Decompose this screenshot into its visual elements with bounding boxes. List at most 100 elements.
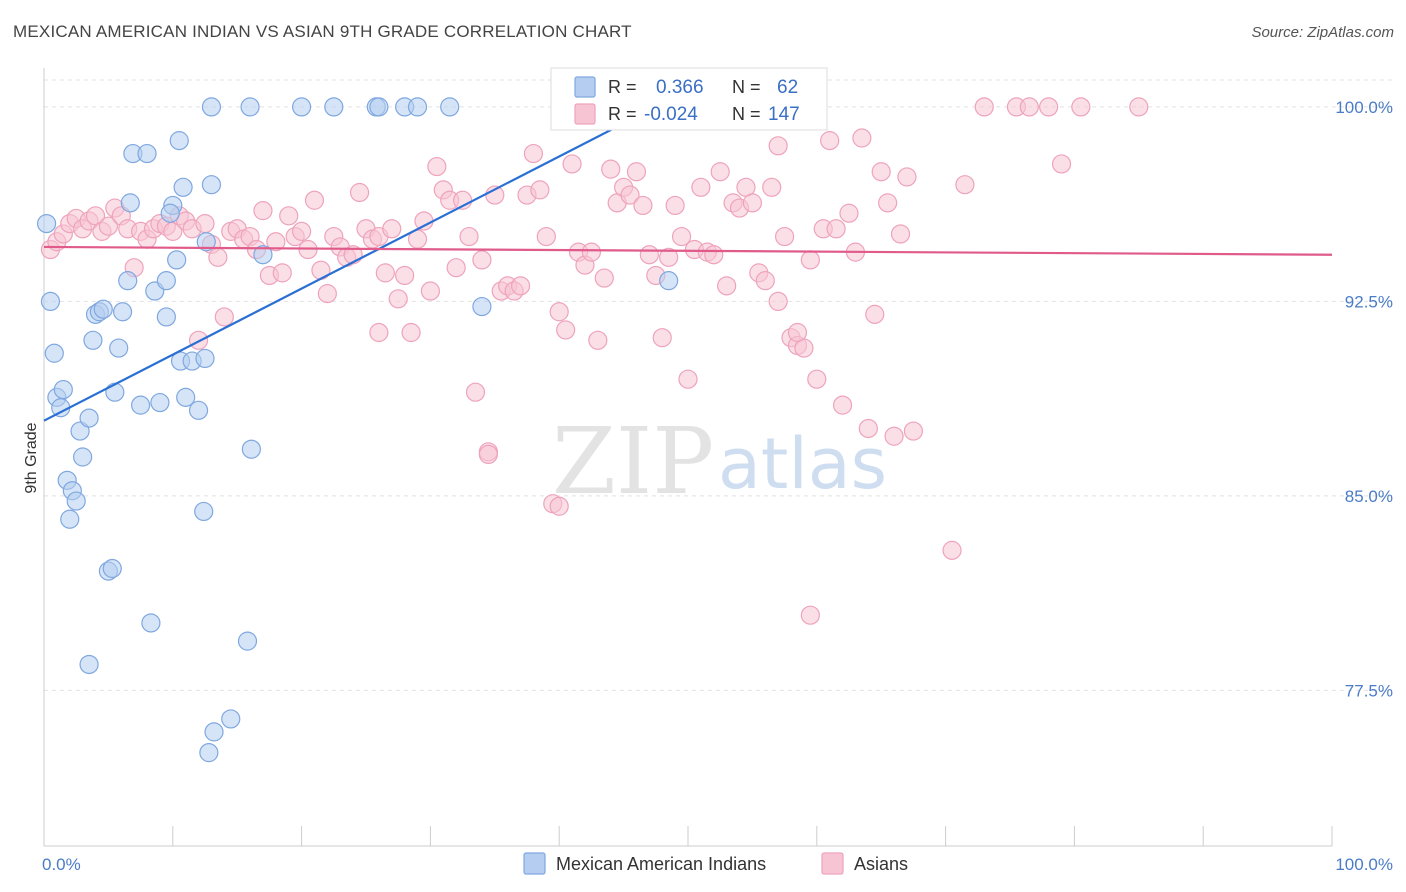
mexican-american-indian-point — [105, 382, 125, 402]
mexican-american-indian-point — [83, 330, 103, 350]
asian-point — [1051, 154, 1072, 174]
mexican-american-indian-point — [167, 250, 187, 270]
asian-point — [253, 201, 273, 221]
asian-point — [1071, 97, 1091, 117]
legend-box — [550, 67, 828, 131]
asian-point — [427, 156, 447, 177]
asian-point — [742, 193, 763, 213]
asian-point — [459, 226, 479, 247]
asian-point — [897, 167, 917, 187]
asian-point — [1039, 97, 1059, 117]
asian-point — [375, 263, 395, 283]
chart-title: MEXICAN AMERICAN INDIAN VS ASIAN 9TH GRA… — [13, 22, 632, 41]
asian-point — [536, 226, 556, 247]
asian-point — [652, 328, 672, 348]
mexican-american-indian-point — [472, 296, 492, 317]
asian-point — [530, 180, 550, 200]
asian-point — [955, 175, 975, 195]
asian-point — [472, 250, 492, 270]
asian-point — [678, 369, 698, 389]
asian-point — [549, 496, 569, 516]
asian-point — [691, 177, 711, 197]
mexican-american-indian-point — [188, 400, 209, 420]
mexican-american-indian-point — [120, 193, 140, 213]
asian-point — [974, 97, 994, 117]
series-label-asians: Asians — [854, 854, 908, 874]
series-swatch-mexican-american-indians — [523, 852, 546, 875]
asian-point — [800, 250, 820, 270]
asian-point — [878, 193, 898, 213]
asian-point — [639, 245, 659, 265]
asian-point — [820, 131, 840, 151]
mexican-american-indian-point — [156, 307, 176, 327]
asian-point — [800, 605, 820, 625]
asian-points — [40, 97, 1149, 625]
trend-lines — [43, 105, 1333, 422]
asian-point — [272, 263, 292, 283]
asian-point — [195, 214, 215, 234]
asian-point — [807, 369, 827, 389]
asian-point — [762, 177, 782, 197]
asian-point — [774, 226, 795, 247]
asian-point — [633, 195, 653, 216]
mexican-american-indian-point — [201, 175, 222, 195]
mexican-american-indian-point — [659, 271, 679, 291]
asian-point — [395, 265, 415, 286]
asian-point — [620, 185, 640, 205]
asian-point — [549, 302, 569, 322]
x-tick-label-min: 0.0% — [42, 855, 81, 874]
mexican-american-indian-point — [131, 395, 151, 415]
y-tick-label: 85.0% — [1345, 487, 1393, 506]
mexican-american-indian-point — [60, 509, 80, 529]
asian-point — [858, 418, 878, 439]
mexican-american-indian-point — [137, 143, 157, 164]
asian-point — [1129, 97, 1149, 117]
asian-point — [601, 159, 621, 179]
asian-point — [626, 162, 647, 182]
mexican-american-indian-point — [79, 654, 99, 675]
mexican-american-indian-point — [196, 232, 216, 252]
asian-point — [98, 216, 119, 236]
source-label: Source: ZipAtlas.com — [1251, 24, 1394, 41]
legend-n-label-1: N = — [732, 77, 761, 97]
asian-point — [446, 258, 466, 278]
legend-r-label-2: R = — [608, 104, 637, 124]
asian-point — [839, 203, 859, 223]
mexican-american-indian-trend-line — [43, 105, 657, 422]
asian-point — [588, 330, 608, 350]
mexican-american-indian-point — [160, 203, 180, 223]
legend-r-value-2: -0.024 — [644, 104, 698, 125]
mexican-american-indian-point — [240, 97, 260, 117]
mexican-american-indian-point — [201, 97, 222, 117]
asian-point — [865, 304, 885, 324]
asian-point — [665, 195, 685, 216]
mexican-american-indian-point — [40, 291, 61, 311]
asian-point — [594, 268, 614, 288]
mexican-american-indian-point — [169, 131, 189, 151]
asian-point — [523, 143, 544, 164]
asian-point — [292, 221, 312, 241]
asian-point — [349, 182, 370, 203]
asian-point — [465, 382, 486, 402]
asian-point — [826, 219, 846, 239]
correlation-legend: R = 0.366 N = 62 R = -0.024 N = 147 — [550, 67, 828, 131]
asian-point — [890, 224, 911, 244]
asian-point — [710, 162, 730, 182]
mexican-american-indian-point — [253, 245, 273, 265]
mexican-american-indian-point — [79, 408, 99, 428]
watermark-atlas: atlas — [718, 423, 887, 505]
asian-point — [556, 320, 576, 340]
mexican-american-indian-point — [194, 501, 214, 522]
asian-point — [208, 247, 228, 267]
mexican-american-indian-point — [112, 302, 133, 322]
mexican-american-indian-point — [93, 299, 113, 319]
y-tick-label: 92.5% — [1345, 292, 1393, 311]
asian-point — [1019, 97, 1039, 117]
mexican-american-indian-point — [150, 392, 170, 413]
asian-point — [369, 322, 389, 343]
series-label-mexican-american-indians: Mexican American Indians — [556, 854, 766, 874]
mexican-american-indian-point — [53, 379, 73, 400]
asian-point — [317, 284, 337, 304]
asian-point — [671, 226, 692, 247]
